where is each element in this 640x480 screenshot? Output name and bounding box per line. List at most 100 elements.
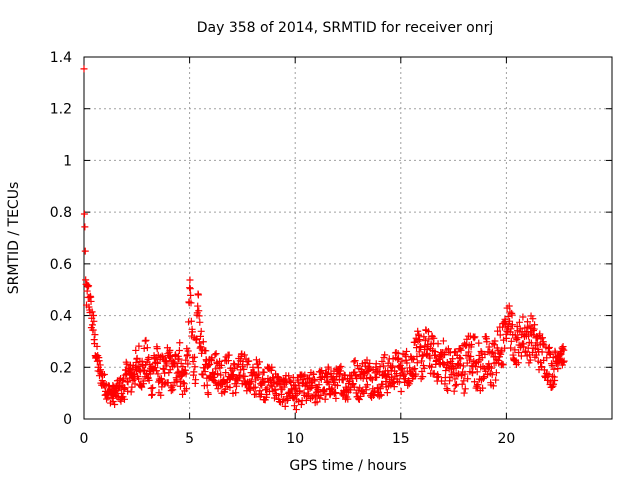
data-point [388, 374, 396, 382]
data-point [182, 385, 190, 393]
data-point [241, 351, 249, 359]
data-point [373, 384, 381, 392]
data-point [184, 347, 192, 355]
data-point [560, 357, 568, 365]
data-point [377, 391, 385, 399]
data-point [492, 376, 500, 384]
data-point [226, 383, 234, 391]
data-point [401, 351, 409, 359]
data-point [199, 338, 207, 346]
data-point [324, 377, 332, 385]
data-point [194, 302, 202, 310]
data-point [419, 373, 427, 381]
data-point [80, 210, 88, 218]
data-point [90, 317, 98, 325]
data-point [211, 371, 219, 379]
chart-title: Day 358 of 2014, SRMTID for receiver onr… [197, 20, 494, 36]
data-point [430, 369, 438, 377]
data-point [224, 357, 232, 365]
data-point [528, 348, 536, 356]
data-point [333, 382, 341, 390]
data-point [464, 375, 472, 383]
data-point [388, 363, 396, 371]
data-point [531, 321, 539, 329]
data-point [539, 338, 547, 346]
data-point [488, 371, 496, 379]
data-point [494, 327, 502, 335]
data-point [119, 377, 127, 385]
data-point [151, 355, 159, 363]
data-point [352, 372, 360, 380]
data-point [521, 324, 529, 332]
data-point [123, 360, 131, 368]
data-point [477, 347, 485, 355]
data-point [353, 375, 361, 383]
x-axis-label: GPS time / hours [289, 458, 406, 474]
data-point [85, 282, 93, 290]
y-tick-label: 1.4 [50, 50, 72, 66]
data-point [243, 361, 251, 369]
data-point [416, 336, 424, 344]
data-point [330, 389, 338, 397]
data-point [189, 358, 197, 366]
data-point [153, 367, 161, 375]
data-point [458, 380, 466, 388]
data-point [184, 360, 192, 368]
data-point [485, 343, 493, 351]
data-point [434, 373, 442, 381]
data-point [515, 348, 523, 356]
x-axis-ticks: 0 5 10 15 20 [80, 57, 515, 447]
data-point [442, 367, 450, 375]
data-point [519, 313, 527, 321]
data-point [234, 360, 242, 368]
data-point [361, 371, 369, 379]
data-point [89, 326, 97, 334]
data-point [197, 327, 205, 335]
data-point [507, 344, 515, 352]
data-point [351, 368, 359, 376]
data-point [153, 345, 161, 353]
data-point [204, 390, 212, 398]
data-point [360, 369, 368, 377]
data-point [132, 358, 140, 366]
data-point [186, 276, 194, 284]
data-point [456, 345, 464, 353]
data-point [550, 380, 558, 388]
data-point [501, 344, 509, 352]
data-point [328, 384, 336, 392]
data-point [124, 378, 132, 386]
data-point [467, 353, 475, 361]
data-point [538, 334, 546, 342]
data-point [376, 363, 384, 371]
data-point [179, 363, 187, 371]
data-point [255, 370, 263, 378]
data-point [111, 400, 119, 408]
data-point [175, 346, 183, 354]
data-point [191, 363, 199, 371]
plot-frame [83, 56, 613, 420]
data-point [197, 343, 205, 351]
data-point [311, 377, 319, 385]
data-point [405, 380, 413, 388]
data-point [439, 337, 447, 345]
data-point [506, 317, 514, 325]
data-point [163, 360, 171, 368]
data-point [175, 355, 183, 363]
data-point [158, 352, 166, 360]
data-point [148, 391, 156, 399]
data-point [157, 375, 165, 383]
data-point [418, 352, 426, 360]
data-point [489, 382, 497, 390]
data-point [181, 366, 189, 374]
y-tick-label: 1 [63, 153, 72, 169]
data-point [210, 377, 218, 385]
data-point [313, 398, 321, 406]
data-point [420, 364, 428, 372]
data-point [332, 389, 340, 397]
data-point [281, 380, 289, 388]
data-point [325, 365, 333, 373]
data-point [545, 371, 553, 379]
data-point [461, 370, 469, 378]
data-point [399, 369, 407, 377]
